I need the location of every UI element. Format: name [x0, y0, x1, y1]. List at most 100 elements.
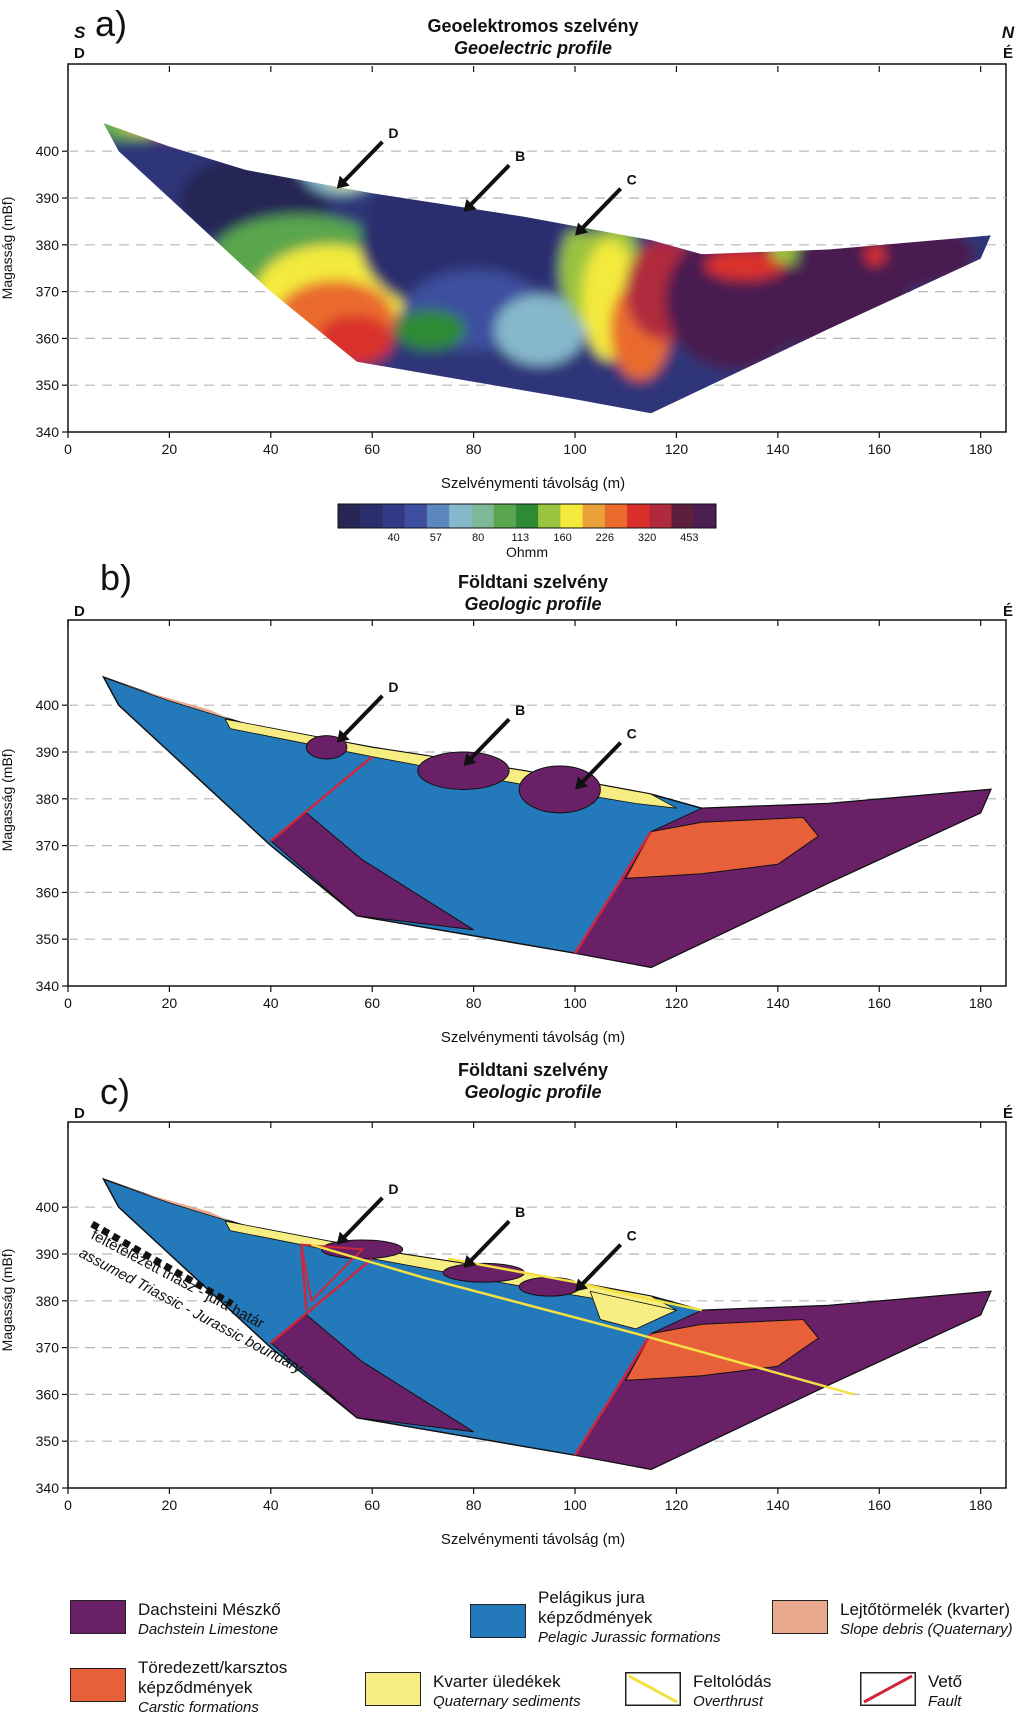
colorbar-swatch — [426, 504, 450, 528]
legend: Dachsteini Mészkő Dachstein Limestone Pel… — [60, 1580, 1024, 1720]
panel-b-axes: 340 350 360 370 380 390 400 0 20 40 60 80 100 120 140 1… — [36, 620, 993, 1011]
carstic-lens — [624, 1318, 820, 1381]
fault-line — [270, 755, 374, 842]
panel-b: b) Földtani szelvény Geologic profile D … — [0, 557, 1013, 1046]
x-tick-label: 0 — [64, 995, 72, 1011]
dachstein-lens — [305, 735, 348, 760]
y-tick-label: 400 — [36, 143, 60, 159]
panel-a-title-hu: Geoelektromos szelvény — [427, 16, 638, 36]
overthrust-line — [311, 1243, 855, 1396]
colorbar-unit: Ohmm — [506, 544, 548, 560]
x-tick-label: 140 — [766, 1497, 790, 1513]
colorbar-swatch — [582, 504, 606, 528]
marker-label-d: D — [388, 679, 398, 695]
panel-a-ylabel: Magasság (mBf) — [0, 197, 15, 300]
legend-item-overthrust: Feltolódás Overthrust — [625, 1672, 771, 1712]
marker-arrow-head — [336, 729, 350, 743]
x-tick-label: 120 — [665, 995, 689, 1011]
fault-line — [573, 1332, 653, 1456]
x-tick-label: 160 — [868, 1497, 892, 1513]
panel-c-right-dir: É — [1003, 1105, 1013, 1122]
y-tick-label: 390 — [36, 1246, 60, 1262]
colorbar: 40 57 80 113 160 226 320 453 Ohmm — [337, 503, 717, 560]
fault-line — [573, 830, 653, 954]
x-tick-label: 80 — [466, 995, 482, 1011]
panel-c-title-hu: Földtani szelvény — [458, 1060, 608, 1080]
marker-label-b: B — [515, 148, 525, 164]
marker-arrow-shaft — [341, 694, 384, 739]
colorbar-swatch — [493, 504, 517, 528]
marker-arrow-head — [575, 1278, 589, 1292]
panel-b-title-hu: Földtani szelvény — [458, 572, 608, 592]
panel-b-ylabel: Magasság (mBf) — [0, 749, 15, 852]
marker-arrow-shaft — [468, 163, 511, 208]
legend-item-fault: Vető Fault — [860, 1672, 962, 1712]
colorbar-swatch — [471, 504, 495, 528]
marker-arrow-head — [575, 222, 589, 236]
panel-c-axes: 340 350 360 370 380 390 400 0 20 40 60 80 100 120 140 1… — [36, 1122, 993, 1513]
x-tick-label: 120 — [665, 1497, 689, 1513]
colorbar-swatch — [671, 504, 695, 528]
y-tick-label: 390 — [36, 744, 60, 760]
y-tick-label: 370 — [36, 1340, 60, 1356]
x-tick-label: 80 — [466, 441, 482, 457]
panel-c-title-en: Geologic profile — [464, 1082, 601, 1102]
panel-c: c) Földtani szelvény Geologic profile D … — [0, 1060, 1013, 1548]
dachstein-lens — [417, 751, 510, 790]
marker-arrow-shaft — [579, 741, 623, 785]
colorbar-swatch — [404, 504, 428, 528]
x-tick-label: 80 — [466, 1497, 482, 1513]
x-tick-label: 160 — [868, 995, 892, 1011]
colorbar-swatch — [515, 504, 539, 528]
panel-b-frame — [67, 619, 1007, 987]
marker-label-c: C — [627, 1228, 637, 1244]
marker-arrow-head — [463, 199, 477, 213]
y-tick-label: 350 — [36, 377, 60, 393]
colorbar-label: 453 — [680, 532, 698, 544]
legend-label-en: Dachstein Limestone — [138, 1621, 279, 1638]
panel-b-xlabel: Szelvénymenti távolság (m) — [441, 1029, 625, 1046]
y-tick-label: 360 — [36, 330, 60, 346]
legend-label-en: Fault — [928, 1693, 962, 1710]
x-tick-label: 100 — [563, 995, 587, 1011]
marker-arrow-head — [336, 1231, 350, 1245]
x-tick-label: 180 — [969, 441, 993, 457]
y-tick-label: 360 — [36, 1386, 60, 1402]
legend-label-en: Overthrust — [693, 1693, 764, 1710]
panel-a-frame — [67, 63, 1007, 433]
y-tick-label: 350 — [36, 931, 60, 947]
legend-swatch-debris — [772, 1600, 828, 1634]
legend-label-en: Carstic formations — [138, 1699, 259, 1716]
x-tick-label: 100 — [563, 1497, 587, 1513]
legend-swatch-fault — [860, 1672, 916, 1706]
fault-line — [299, 1243, 365, 1303]
marker-arrow-shaft — [468, 717, 511, 762]
marker-label-b: B — [515, 1204, 525, 1220]
colorbar-frame — [337, 503, 717, 529]
panel-b-markers: D B C — [336, 679, 637, 790]
panel-b-title-en: Geologic profile — [464, 594, 601, 614]
x-tick-label: 60 — [364, 441, 380, 457]
legend-swatch-dachstein — [70, 1600, 126, 1634]
x-tick-label: 60 — [364, 995, 380, 1011]
x-tick-label: 20 — [162, 995, 178, 1011]
slope-debris — [103, 1179, 231, 1222]
panel-a-right-dir: É — [1003, 45, 1013, 62]
colorbar-swatch — [604, 504, 628, 528]
legend-swatch-quaternary — [365, 1672, 421, 1706]
legend-label-en: Quaternary sediments — [433, 1693, 581, 1710]
colorbar-label: 226 — [596, 532, 614, 544]
legend-label-hu: Kvarter üledékek — [433, 1672, 561, 1691]
legend-item-debris: Lejtőtörmelék (kvarter) Slope debris (Qua… — [772, 1600, 1024, 1640]
overthrust-line — [448, 1257, 703, 1312]
y-tick-label: 380 — [36, 237, 60, 253]
legend-item-jurassic: Pelágikus jura képződmények Pelagic Juras… — [470, 1588, 728, 1648]
marker-arrow-shaft — [341, 1196, 384, 1241]
y-tick-label: 380 — [36, 791, 60, 807]
panel-c-frame — [67, 1121, 1007, 1489]
x-tick-label: 0 — [64, 1497, 72, 1513]
x-tick-label: 140 — [766, 441, 790, 457]
panel-a-markers: D B C — [336, 125, 637, 236]
legend-label-en: Pelagic Jurassic formations — [538, 1629, 721, 1646]
legend-label-en: Slope debris (Quaternary) — [840, 1621, 1013, 1638]
